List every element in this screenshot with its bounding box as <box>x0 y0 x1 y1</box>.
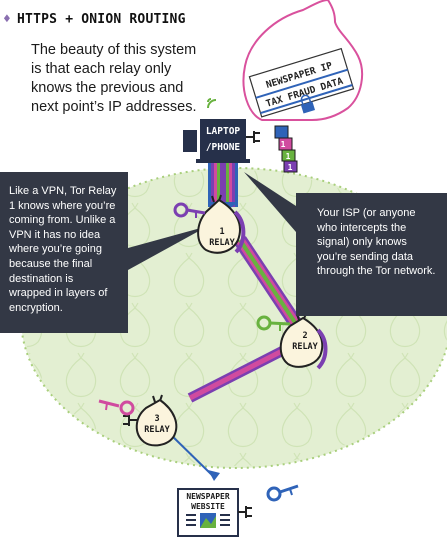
page-title-text: HTTPS + ONION ROUTING <box>17 12 186 27</box>
laptop-phone-device: LAPTOP /PHONE <box>183 98 260 163</box>
route-relay3-to-website <box>167 431 220 481</box>
relay-2-label: RELAY <box>292 342 318 352</box>
phone-icon <box>183 130 197 152</box>
encryption-layer-stack: 1 1 1 <box>274 125 298 173</box>
relay-3-number: 3 <box>154 414 159 424</box>
relay-3-label: RELAY <box>144 425 170 435</box>
onion-icon: ♦ <box>3 12 12 27</box>
relay-1-node: 1 RELAY <box>197 194 246 254</box>
padlock-icon <box>300 101 316 114</box>
relay-1-label: RELAY <box>209 238 235 248</box>
relay-3-key-icon <box>98 399 135 416</box>
newspaper-website: NEWSPAPER WEBSITE <box>177 488 252 537</box>
wifi-icon <box>207 98 217 109</box>
laptop-line2: /PHONE <box>206 142 241 153</box>
relay-2-key-icon <box>256 315 291 331</box>
website-line2: WEBSITE <box>191 502 225 511</box>
route-laptop-to-relay1 <box>208 163 238 214</box>
relay-2-number: 2 <box>302 331 307 341</box>
relay-2-node: 2 RELAY <box>279 312 328 370</box>
relay-callout: Like a VPN, Tor Relay 1 knows where you’… <box>0 172 128 333</box>
website-line1: NEWSPAPER <box>186 492 230 501</box>
layer-number-2: 1 <box>286 152 291 161</box>
relay-3-node: 3 RELAY <box>123 394 178 447</box>
layer-number-3: 1 <box>288 163 293 172</box>
relay-1-key-icon <box>173 202 206 218</box>
laptop-line1: LAPTOP <box>206 126 241 137</box>
layer-number-1: 1 <box>281 140 286 149</box>
data-packet-bubble: NEWSPAPER IP TAX FRAUD DATA <box>242 0 364 121</box>
relay-1-number: 1 <box>219 227 224 237</box>
route-relay1-to-relay2 <box>234 236 306 334</box>
website-key-icon <box>266 484 299 502</box>
route-relay2-to-relay3 <box>187 342 293 403</box>
isp-callout: Your ISP (or anyone who intercepts the s… <box>296 193 447 316</box>
right-callout-pointer <box>244 172 296 232</box>
intro-paragraph: The beauty of this system is that each r… <box>31 42 197 115</box>
left-callout-pointer <box>128 226 208 270</box>
page-title: ♦ HTTPS + ONION ROUTING <box>3 12 186 27</box>
laptop-plug-icon <box>246 131 260 143</box>
